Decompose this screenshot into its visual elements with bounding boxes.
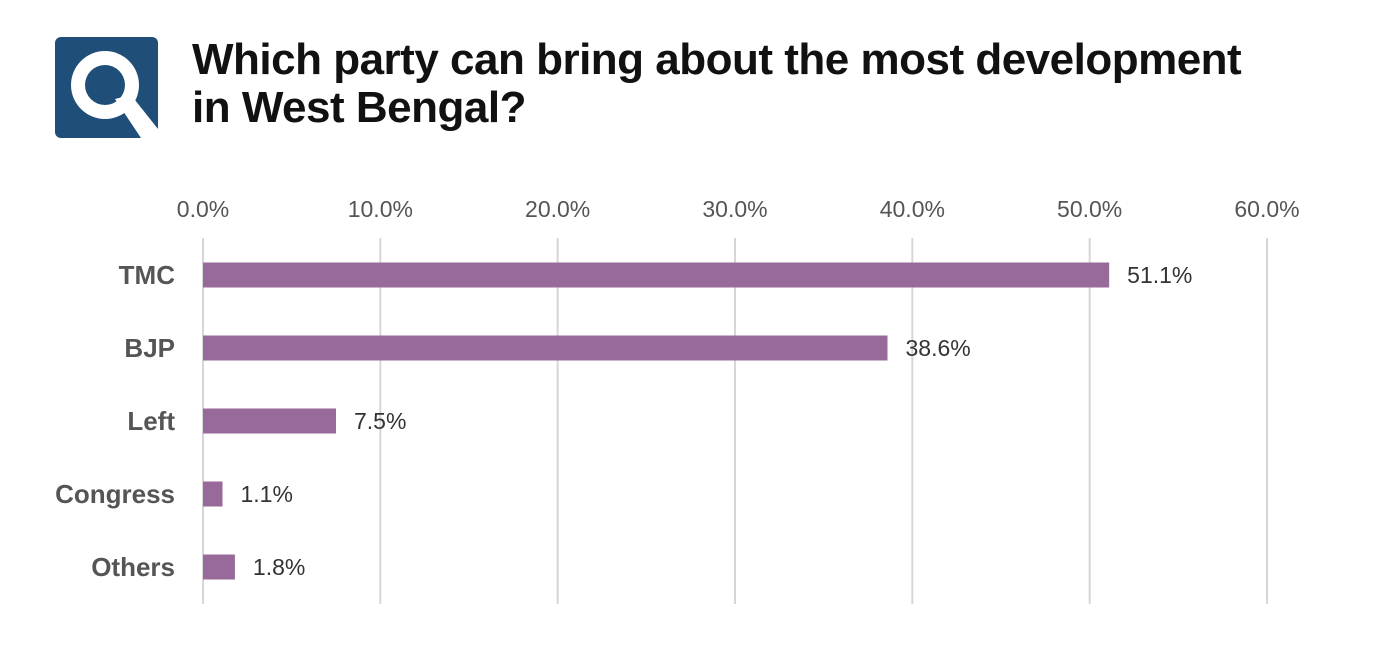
category-label: Others bbox=[91, 552, 175, 582]
data-label: 1.8% bbox=[253, 554, 305, 580]
x-tick-label: 20.0% bbox=[525, 196, 590, 222]
bar-others bbox=[203, 554, 235, 580]
data-label: 1.1% bbox=[241, 481, 293, 507]
data-label: 51.1% bbox=[1127, 262, 1192, 288]
x-tick-label: 30.0% bbox=[702, 196, 767, 222]
category-labels: TMC BJP Left Congress Others bbox=[55, 260, 175, 582]
chart-title: Which party can bring about the most dev… bbox=[192, 36, 1292, 132]
bar-left bbox=[203, 408, 336, 434]
bar-tmc bbox=[203, 262, 1110, 288]
bars bbox=[203, 262, 1110, 580]
bar-bjp bbox=[203, 335, 888, 361]
q-logo-icon bbox=[55, 37, 158, 138]
x-tick-label: 60.0% bbox=[1234, 196, 1299, 222]
category-label: BJP bbox=[124, 333, 175, 363]
category-label: TMC bbox=[119, 260, 176, 290]
bar-congress bbox=[203, 481, 223, 507]
category-label: Left bbox=[127, 406, 175, 436]
value-labels: 51.1% 38.6% 7.5% 1.1% 1.8% bbox=[241, 262, 1193, 580]
data-label: 7.5% bbox=[354, 408, 406, 434]
x-tick-label: 50.0% bbox=[1057, 196, 1122, 222]
chart-title-line-2: in West Bengal? bbox=[192, 83, 526, 132]
x-axis-ticks: 0.0% 10.0% 20.0% 30.0% 40.0% 50.0% 60.0% bbox=[177, 196, 1300, 222]
x-tick-label: 40.0% bbox=[880, 196, 945, 222]
category-label: Congress bbox=[55, 479, 175, 509]
chart-title-line-1: Which party can bring about the most dev… bbox=[192, 35, 1242, 84]
x-tick-label: 0.0% bbox=[177, 196, 229, 222]
data-label: 38.6% bbox=[906, 335, 971, 361]
x-tick-label: 10.0% bbox=[348, 196, 413, 222]
